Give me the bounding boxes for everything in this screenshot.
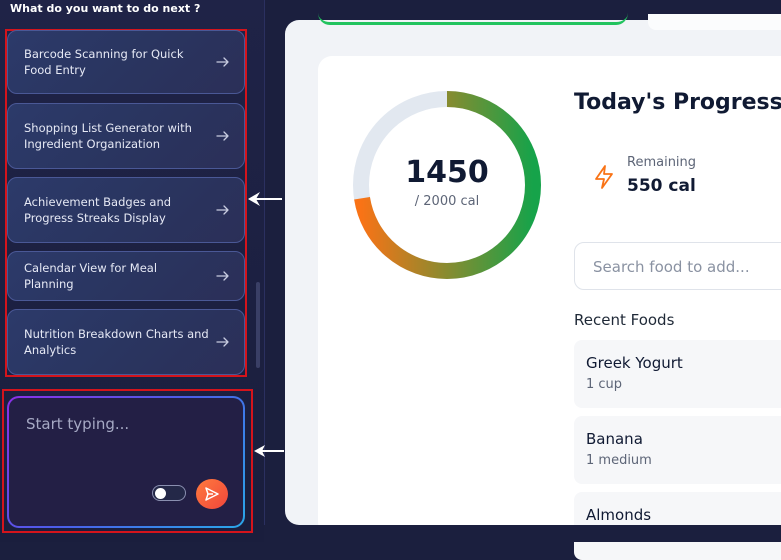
send-button[interactable] [196,479,228,509]
food-search[interactable] [574,242,781,290]
calories-consumed: 1450 [405,155,489,190]
suggestion-label: Shopping List Generator with Ingredient … [24,121,192,151]
suggestion-label: Barcode Scanning for Quick Food Entry [24,47,184,77]
ring-progress [353,91,541,279]
arrow-right-icon [216,205,229,215]
remaining-value: 550 cal [627,176,696,196]
lightning-icon [595,165,613,189]
food-quantity: 1 cup [586,377,623,392]
suggestion-label: Nutrition Breakdown Charts and Analytics [24,327,209,357]
remaining-label: Remaining [627,155,697,170]
suggestion-label: Calendar View for Meal Planning [24,261,158,291]
top-card [648,14,781,30]
recent-foods-title: Recent Foods [574,311,675,329]
suggestion-calendar-view[interactable]: Calendar View for Meal Planning [7,251,245,301]
top-progress-strip [318,10,628,25]
chatbox-highlight-box [2,389,253,533]
food-name: Greek Yogurt [586,354,683,372]
annotation-arrow-icon [248,192,282,206]
arrow-right-icon [216,337,229,347]
suggestion-nutrition-charts[interactable]: Nutrition Breakdown Charts and Analytics [7,309,245,375]
annotation-arrow-icon [254,445,284,457]
suggestion-shopping-list[interactable]: Shopping List Generator with Ingredient … [7,103,245,169]
calorie-ring [353,91,541,279]
chat-input[interactable] [24,412,228,436]
prompt-title: What do you want to do next ? [10,2,201,15]
food-item[interactable]: Greek Yogurt 1 cup [574,340,781,408]
toggle-knob [155,487,166,499]
food-name: Almonds [586,506,652,524]
arrow-right-icon [216,57,229,67]
food-item[interactable]: Banana 1 medium [574,416,781,484]
sidebar-scrollbar[interactable] [256,282,260,368]
chat-toggle[interactable] [152,485,186,501]
food-name: Banana [586,430,643,448]
bottom-frame [264,525,781,542]
food-search-input[interactable] [591,255,781,279]
send-icon [205,487,219,501]
arrow-right-icon [216,131,229,141]
page-title: Today's Progress [574,90,781,115]
food-quantity: 1 medium [586,453,652,468]
suggestion-barcode-scanning[interactable]: Barcode Scanning for Quick Food Entry [7,30,245,94]
suggestion-label: Achievement Badges and Progress Streaks … [24,195,172,225]
arrow-right-icon [216,271,229,281]
suggestion-achievement-badges[interactable]: Achievement Badges and Progress Streaks … [7,177,245,243]
calorie-goal: / 2000 cal [414,194,480,209]
